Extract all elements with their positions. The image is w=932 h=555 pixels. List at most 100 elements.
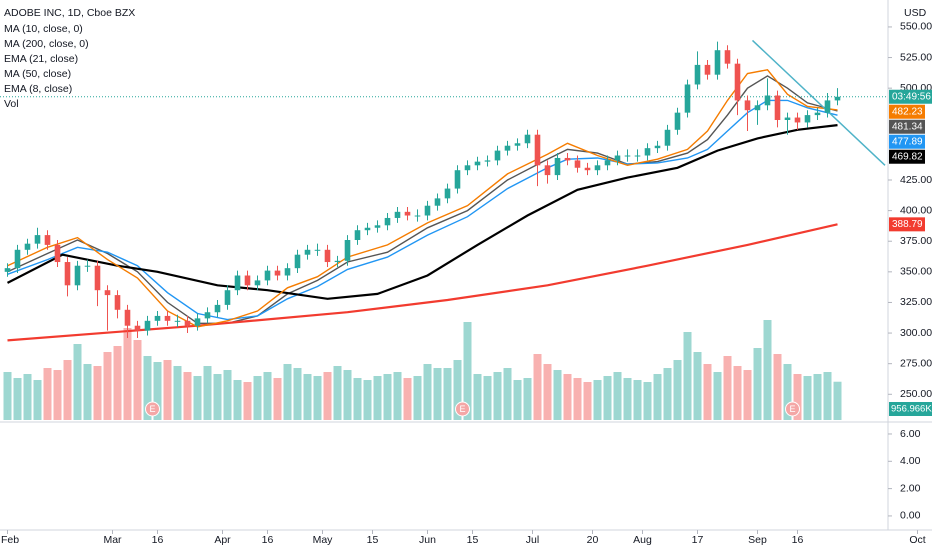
lower-tick-label: 4.00 bbox=[900, 455, 921, 467]
volume-bar bbox=[203, 366, 212, 420]
candle-body bbox=[444, 188, 451, 199]
candle-body bbox=[64, 262, 71, 286]
volume-bar bbox=[313, 376, 322, 420]
volume-bar bbox=[753, 348, 762, 420]
x-tick-label: 16 bbox=[792, 534, 804, 546]
y-tick-label: 300.00 bbox=[900, 327, 932, 339]
volume-bar bbox=[363, 380, 372, 420]
volume-bar bbox=[733, 366, 742, 420]
candle-body bbox=[504, 145, 511, 151]
candle-body bbox=[724, 50, 731, 64]
candle-body bbox=[744, 100, 751, 111]
candle-body bbox=[124, 309, 131, 326]
candle-body bbox=[84, 265, 91, 267]
trend-line bbox=[751, 39, 886, 166]
legend-entry[interactable]: EMA (8, close) bbox=[4, 83, 72, 95]
volume-bar bbox=[333, 366, 342, 420]
candle-body bbox=[264, 270, 271, 281]
volume-bar bbox=[763, 320, 772, 420]
last-value-label: 481.34 bbox=[892, 121, 923, 132]
candle-body bbox=[614, 155, 621, 161]
volume-bar bbox=[643, 382, 652, 420]
candle-body bbox=[164, 315, 171, 321]
volume-bar bbox=[393, 372, 402, 420]
earnings-marker[interactable] bbox=[145, 401, 160, 417]
x-tick-label: 20 bbox=[587, 534, 599, 546]
candle-body bbox=[684, 84, 691, 113]
symbol-title[interactable]: ADOBE INC, 1D, Cboe BZX bbox=[4, 7, 135, 19]
candle-body bbox=[34, 235, 41, 244]
volume-bar bbox=[823, 372, 832, 420]
volume-bar bbox=[833, 381, 842, 420]
legend-entry[interactable]: MA (10, close, 0) bbox=[4, 23, 83, 35]
legend-entry[interactable]: Vol bbox=[4, 98, 19, 110]
candle-body bbox=[234, 275, 241, 291]
candle-body bbox=[74, 265, 81, 286]
last-value-label: 469.82 bbox=[892, 151, 923, 162]
earnings-marker[interactable] bbox=[455, 401, 470, 417]
candle-body bbox=[94, 265, 101, 291]
candle-body bbox=[834, 96, 841, 101]
last-value-label: 388.79 bbox=[892, 219, 923, 230]
volume-bar bbox=[813, 374, 822, 420]
last-value-box bbox=[889, 134, 925, 149]
candle-body bbox=[4, 268, 11, 272]
candle-body bbox=[574, 160, 581, 168]
legend-entry[interactable]: MA (200, close, 0) bbox=[4, 38, 89, 50]
candle-body bbox=[664, 129, 671, 146]
x-tick-label: Feb bbox=[1, 534, 19, 546]
candle-body bbox=[414, 215, 421, 217]
volume-bar bbox=[803, 376, 812, 420]
candle-body bbox=[44, 235, 51, 245]
candle-body bbox=[354, 230, 361, 240]
volume-bar bbox=[33, 380, 42, 420]
candle-body bbox=[14, 249, 21, 269]
volume-bar bbox=[603, 376, 612, 420]
legend-entry[interactable]: EMA (21, close) bbox=[4, 53, 78, 65]
volume-bar bbox=[233, 380, 242, 420]
label-layer: 250.00 275.00 300.00 325.00 350.00 375.00 400.… bbox=[1, 21, 932, 546]
candle-body bbox=[334, 260, 341, 263]
candle-body bbox=[634, 155, 641, 157]
candle-body bbox=[24, 243, 31, 250]
last-value-box bbox=[889, 149, 925, 164]
indicator-line bbox=[7, 99, 838, 321]
candle-body bbox=[554, 157, 561, 176]
candle-body bbox=[204, 312, 211, 319]
countdown: 03:49:56 bbox=[892, 91, 931, 102]
candle-body bbox=[814, 112, 821, 116]
line-layer bbox=[0, 39, 888, 342]
volume-bar bbox=[13, 378, 22, 420]
earnings-marker[interactable] bbox=[785, 401, 800, 417]
x-tick-label: 15 bbox=[467, 534, 479, 546]
indicator-line bbox=[7, 69, 838, 328]
lower-tick-label: 0.00 bbox=[900, 510, 921, 522]
last-value-label: 482.23 bbox=[892, 106, 923, 117]
candle-body bbox=[594, 165, 601, 171]
last-value-box bbox=[889, 217, 925, 232]
volume-bar bbox=[653, 374, 662, 420]
candle-body bbox=[534, 134, 541, 166]
volume-bar bbox=[73, 344, 82, 420]
legend-entry[interactable]: MA (50, close) bbox=[4, 68, 71, 80]
candle-body bbox=[134, 325, 141, 331]
volume-bar bbox=[433, 368, 442, 420]
candle-body bbox=[434, 198, 441, 206]
candle-body bbox=[784, 117, 791, 120]
candle-body bbox=[214, 304, 221, 313]
x-tick-label: 16 bbox=[262, 534, 274, 546]
volume-value-box bbox=[889, 402, 932, 416]
candle-layer bbox=[4, 41, 841, 338]
lower-tick-label: 2.00 bbox=[900, 482, 921, 494]
candle-body bbox=[384, 217, 391, 226]
lower-tick-label: 6.00 bbox=[900, 428, 921, 440]
candle-body bbox=[754, 105, 761, 111]
last-value-box bbox=[889, 104, 925, 119]
volume-bar bbox=[43, 368, 52, 420]
candle-body bbox=[464, 165, 471, 171]
volume-bar bbox=[673, 360, 682, 420]
volume-bar bbox=[143, 356, 152, 420]
volume-bar bbox=[273, 378, 282, 420]
candle-body bbox=[374, 225, 381, 228]
